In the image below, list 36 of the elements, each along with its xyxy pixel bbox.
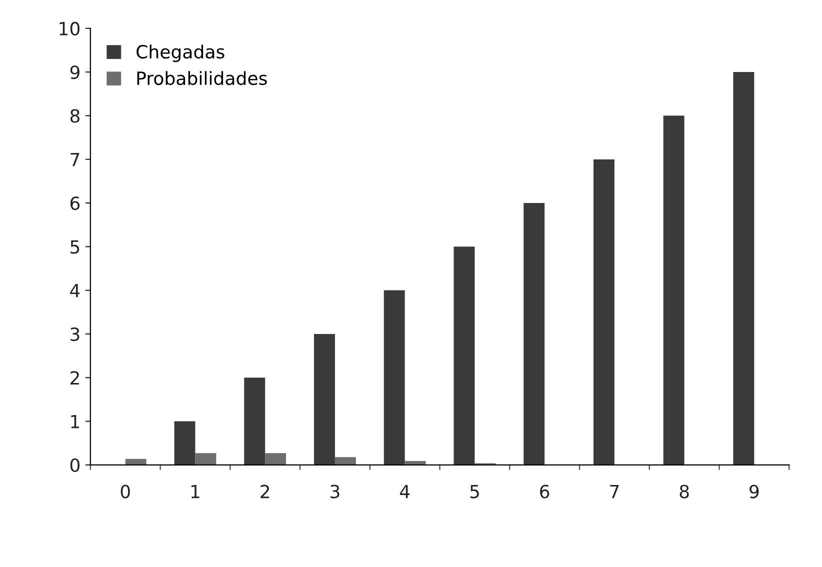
x-tick-label: 1 xyxy=(191,484,200,498)
bar xyxy=(314,334,335,465)
y-tick-label: 3 xyxy=(70,327,80,342)
bar xyxy=(174,421,196,465)
bar xyxy=(454,246,475,465)
y-tick-label: 9 xyxy=(70,65,80,80)
x-tick-label: 7 xyxy=(610,484,619,498)
bar xyxy=(334,457,356,465)
x-tick-label: 2 xyxy=(260,484,270,498)
bar xyxy=(663,116,684,465)
bar xyxy=(244,378,266,465)
x-tick-label: 3 xyxy=(330,484,340,498)
bar xyxy=(524,202,545,465)
y-tick-label: 8 xyxy=(70,109,80,123)
bar xyxy=(265,453,286,465)
bar xyxy=(384,290,405,465)
legend-label: Chegadas xyxy=(136,44,224,62)
y-tick-label: 4 xyxy=(70,284,80,298)
y-tick-label: 1 xyxy=(71,414,80,428)
y-tick-label: 0 xyxy=(70,458,80,472)
x-tick-label: 9 xyxy=(750,484,759,498)
x-tick-label: 8 xyxy=(680,484,689,498)
y-tick-label: 7 xyxy=(70,153,80,166)
y-tick-label: 6 xyxy=(70,196,80,210)
y-tick-label: 10 xyxy=(60,22,80,36)
bar xyxy=(125,458,146,465)
y-tick-label: 2 xyxy=(70,371,79,384)
bar xyxy=(593,159,614,465)
bar xyxy=(733,72,754,465)
y-tick-label: 5 xyxy=(70,240,80,254)
legend-label: Probabilidades xyxy=(137,71,267,86)
x-tick-label: 0 xyxy=(120,484,130,498)
x-tick-label: 5 xyxy=(470,484,479,498)
x-tick-label: 4 xyxy=(400,484,410,498)
bar xyxy=(195,453,216,465)
x-tick-label: 6 xyxy=(540,484,550,498)
